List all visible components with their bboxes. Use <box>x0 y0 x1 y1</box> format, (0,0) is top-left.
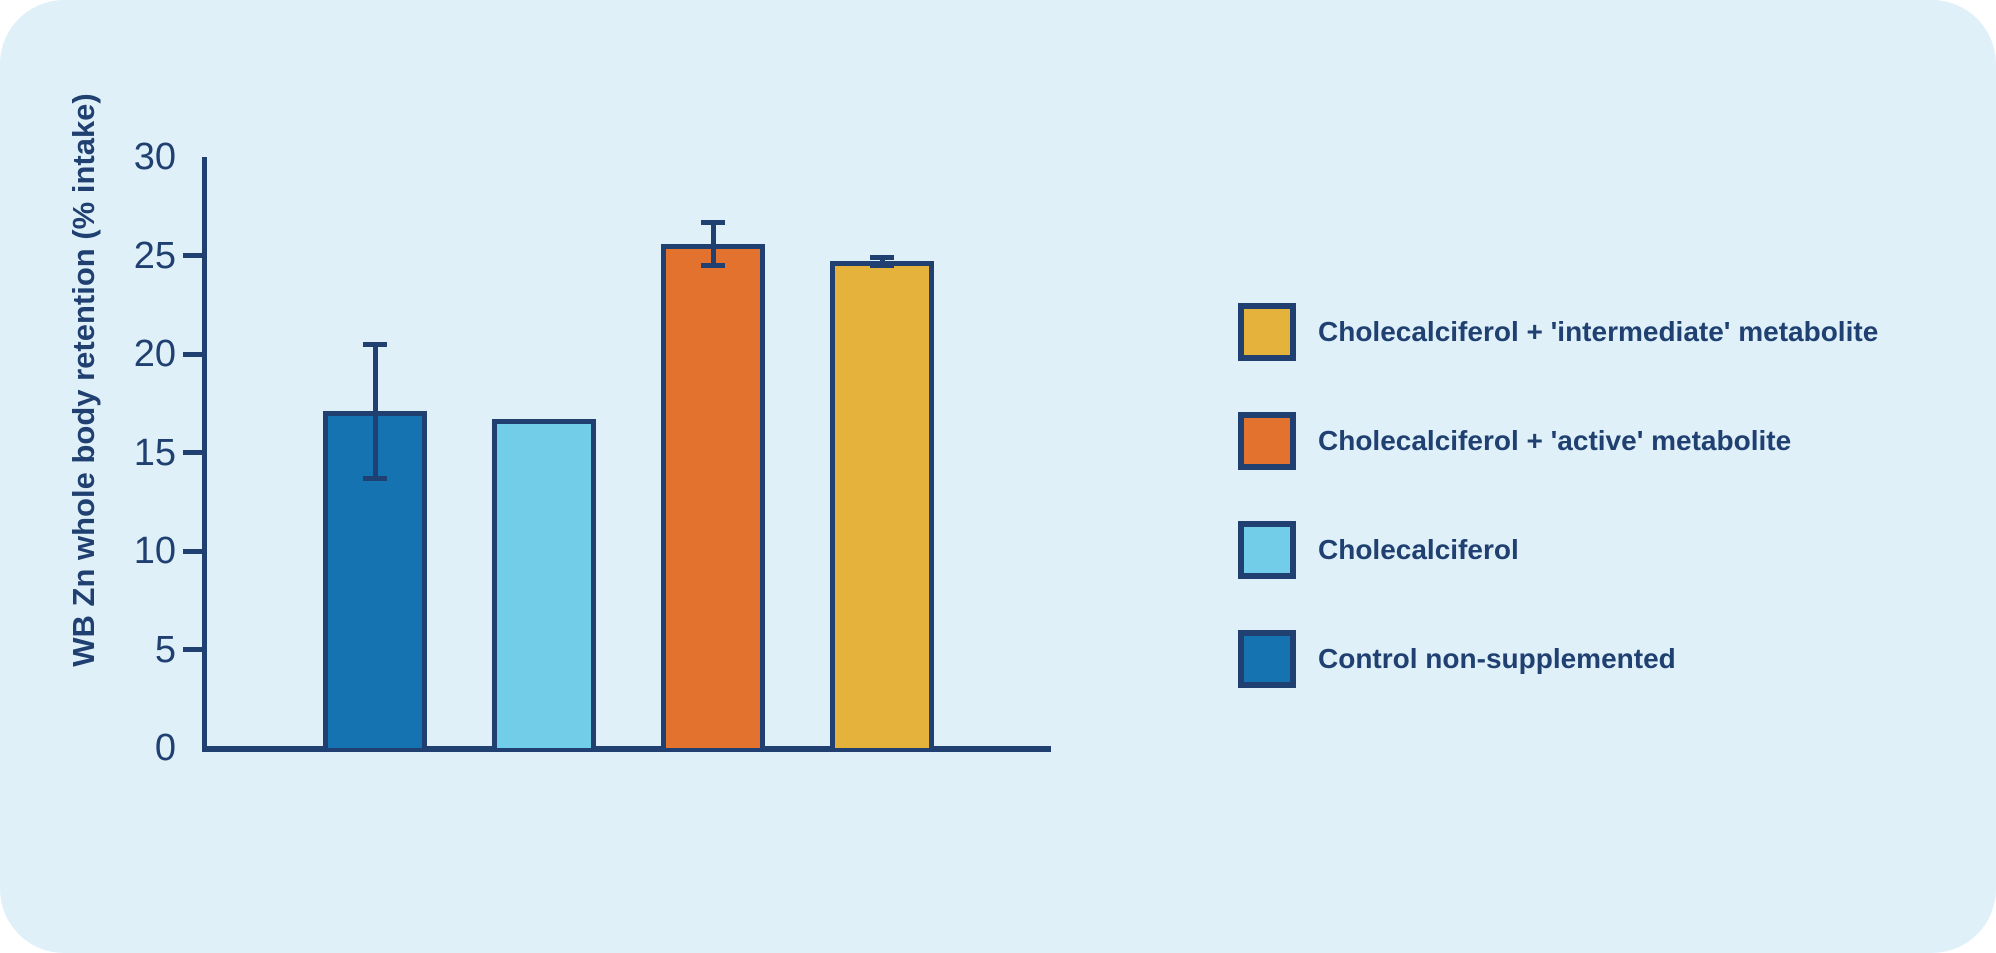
legend-item: Control non-supplemented <box>1238 630 1676 688</box>
bar-3 <box>830 261 934 748</box>
y-tick-label: 0 <box>154 727 176 769</box>
y-tick-mark <box>183 548 203 554</box>
y-tick-mark <box>183 253 203 258</box>
bar-2 <box>661 243 765 748</box>
error-bar-line <box>372 344 378 479</box>
error-bar-cap <box>363 475 387 481</box>
legend-swatch <box>1238 303 1296 361</box>
error-bar-cap <box>701 219 725 225</box>
legend-label: Cholecalciferol + 'intermediate' metabol… <box>1318 316 1879 347</box>
error-bar-cap <box>870 254 894 260</box>
bar-1 <box>492 419 596 748</box>
legend-swatch <box>1238 412 1296 470</box>
y-tick-mark <box>183 450 203 455</box>
y-tick-label: 25 <box>133 234 176 277</box>
error-bar-line <box>879 257 885 266</box>
y-axis-title: WB Zn whole body retention (% intake) <box>66 93 101 667</box>
error-bar-cap <box>870 262 894 268</box>
y-tick-label: 15 <box>133 431 176 474</box>
legend-item: Cholecalciferol + 'intermediate' metabol… <box>1238 303 1878 361</box>
legend-swatch <box>1238 521 1296 579</box>
y-tick-mark <box>183 351 203 357</box>
legend-item: Cholecalciferol <box>1238 521 1519 579</box>
y-tick-label: 30 <box>133 136 176 178</box>
legend-label: Cholecalciferol <box>1318 534 1519 565</box>
y-axis-line <box>202 157 207 749</box>
x-axis-line <box>202 746 1051 752</box>
legend-swatch <box>1238 630 1296 688</box>
error-bar-cap <box>363 341 387 347</box>
legend-item: Cholecalciferol + 'active' metabolite <box>1238 412 1791 470</box>
y-tick-label: 10 <box>133 530 176 572</box>
y-tick-mark <box>183 647 203 652</box>
legend-label: Cholecalciferol + 'active' metabolite <box>1318 425 1792 456</box>
y-tick-label: 5 <box>154 628 176 671</box>
legend-label: Control non-supplemented <box>1318 643 1676 674</box>
error-bar-line <box>710 222 716 266</box>
y-tick-label: 20 <box>133 333 176 375</box>
error-bar-cap <box>701 262 725 268</box>
